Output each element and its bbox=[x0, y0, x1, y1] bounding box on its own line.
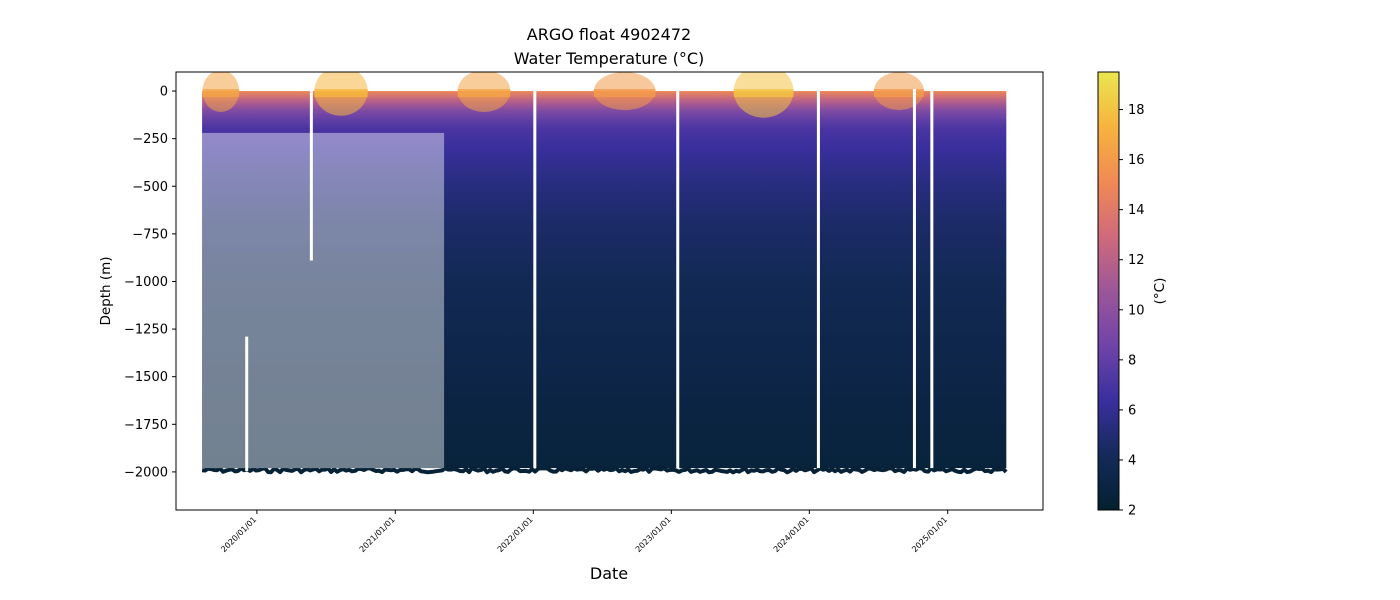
x-axis: 2020/01/01 2021/01/01 2022/01/01 2023/01/01… bbox=[219, 510, 949, 554]
y-tick-label: −1750 bbox=[124, 418, 168, 433]
data-gap bbox=[309, 89, 313, 261]
x-tick-label: 2023/01/01 bbox=[634, 515, 673, 554]
warm-surface-band bbox=[593, 89, 656, 98]
y-tick-label: −500 bbox=[132, 180, 168, 195]
y-tick-label: −1500 bbox=[124, 370, 168, 385]
profile-bottom-edge bbox=[201, 466, 1008, 475]
y-tick-label: −2000 bbox=[124, 465, 168, 480]
y-tick-label: −250 bbox=[132, 132, 168, 147]
colorbar-tick-label: 6 bbox=[1128, 403, 1136, 418]
y-axis-label: Depth (m) bbox=[98, 256, 114, 325]
plot-frame bbox=[175, 71, 1044, 511]
colorbar-tick-label: 16 bbox=[1128, 153, 1145, 168]
data-gap bbox=[912, 89, 916, 469]
data-gap bbox=[245, 336, 249, 471]
chart-subtitle: Water Temperature (°C) bbox=[514, 49, 704, 68]
data-gap bbox=[676, 89, 680, 469]
x-axis-label: Date bbox=[590, 564, 628, 583]
warm-surface-band bbox=[733, 89, 794, 98]
y-tick-label: −750 bbox=[132, 227, 168, 242]
y-tick-label: 0 bbox=[160, 85, 168, 100]
colorbar-tick-label: 4 bbox=[1128, 453, 1136, 468]
y-tick-label: −1250 bbox=[124, 323, 168, 338]
y-axis: 0 −250 −500 −750 −1000 −1250 −1500 −1750 −2000 bbox=[124, 85, 176, 480]
colorbar-tick-label: 8 bbox=[1128, 353, 1136, 368]
colorbar-label: (°C) bbox=[1152, 278, 1168, 305]
colorbar-tick-label: 12 bbox=[1128, 253, 1145, 268]
x-tick-label: 2021/01/01 bbox=[358, 515, 397, 554]
warm-surface-band bbox=[873, 89, 924, 98]
colorbar-ticks: 2 4 6 8 10 12 14 16 18 bbox=[1119, 103, 1145, 519]
warm-surface-band bbox=[202, 89, 240, 98]
colorbar-tick-label: 14 bbox=[1128, 203, 1145, 218]
data-gap bbox=[816, 89, 820, 469]
data-gap bbox=[930, 89, 934, 469]
y-tick-label: −1000 bbox=[124, 275, 168, 290]
data-gap bbox=[533, 89, 537, 469]
sparse-sampling-region bbox=[202, 132, 445, 469]
colorbar-tick-label: 2 bbox=[1128, 504, 1136, 519]
colorbar-tick-label: 18 bbox=[1128, 103, 1145, 118]
colorbar bbox=[1097, 71, 1120, 511]
warm-surface-band bbox=[314, 89, 368, 98]
colorbar-tick-label: 10 bbox=[1128, 303, 1145, 318]
warm-surface-band bbox=[457, 89, 511, 98]
x-tick-label: 2022/01/01 bbox=[496, 515, 535, 554]
x-tick-label: 2024/01/01 bbox=[772, 515, 811, 554]
x-tick-label: 2025/01/01 bbox=[910, 515, 949, 554]
plot-content bbox=[201, 72, 1008, 475]
chart-title: ARGO float 4902472 bbox=[527, 25, 691, 44]
x-tick-label: 2020/01/01 bbox=[219, 515, 258, 554]
